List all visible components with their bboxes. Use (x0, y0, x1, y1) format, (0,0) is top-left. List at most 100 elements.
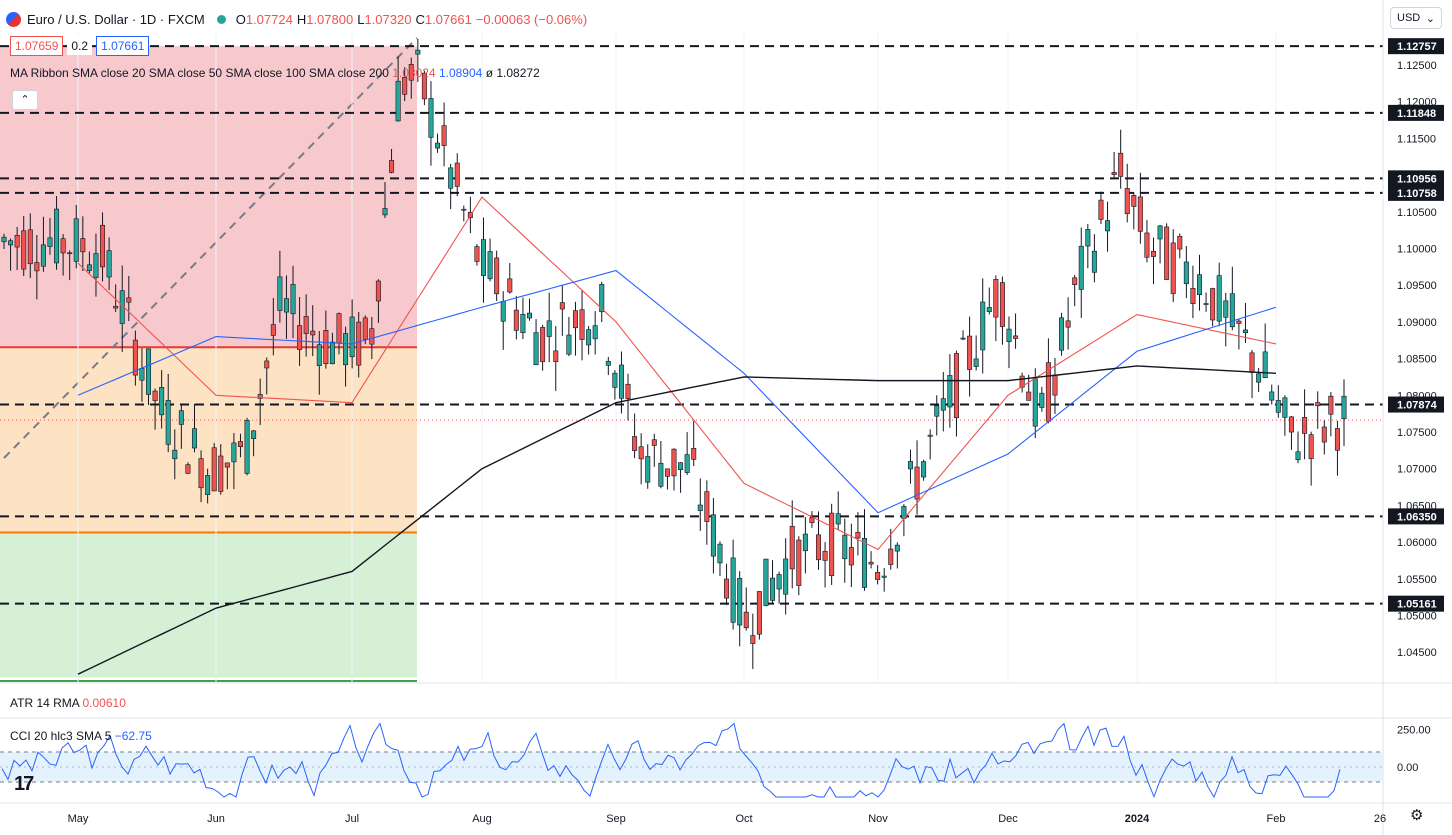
time-axis-label: Sep (606, 813, 626, 825)
candle-body (303, 316, 309, 334)
candle-body (270, 324, 276, 336)
candle-body (684, 454, 690, 473)
candle-body (907, 461, 913, 470)
time-axis-label: 2024 (1125, 813, 1150, 825)
chart-header: Euro / U.S. Dollar · 1D · FXCM O1.07724 … (6, 9, 591, 29)
atr-label: ATR 14 RMA (10, 696, 80, 710)
candle-body (750, 635, 756, 644)
candle-body (441, 125, 447, 146)
candle-body (1098, 199, 1104, 220)
fib-zone-lower (0, 532, 417, 678)
candle-body (1124, 188, 1130, 215)
candle-body (934, 405, 940, 417)
collapse-legend-button[interactable]: ⌃ (12, 90, 38, 110)
candle-body (1242, 329, 1248, 334)
candle-body (980, 301, 986, 351)
ma-ribbon-legend[interactable]: MA Ribbon SMA close 20 SMA close 50 SMA … (10, 66, 540, 80)
candle-body (389, 160, 395, 173)
candle-body (697, 504, 703, 511)
candle-body (796, 539, 802, 586)
candle-body (152, 390, 158, 401)
candle-body (776, 574, 782, 590)
candle-body (1144, 232, 1150, 258)
candle-body (277, 276, 283, 311)
level-label: 1.07874 (1397, 400, 1438, 412)
candle-body (395, 80, 401, 122)
cci-legend[interactable]: CCI 20 hlc3 SMA 5 −62.75 (10, 729, 152, 743)
spread-value: 0.2 (67, 37, 93, 55)
time-axis-label: Oct (735, 813, 752, 825)
price-tick-label: 1.05000 (1397, 610, 1437, 622)
time-axis-label: Feb (1267, 813, 1286, 825)
level-label: 1.06350 (1397, 511, 1437, 523)
candle-body (421, 72, 427, 100)
time-axis-label: Jun (207, 813, 225, 825)
price-tick-label: 1.04500 (1397, 647, 1437, 659)
candle-body (1059, 317, 1065, 351)
candle-body (1157, 225, 1163, 240)
cci-label: CCI 20 hlc3 SMA 5 (10, 729, 112, 743)
settings-gear-icon[interactable]: ⚙ (1410, 807, 1424, 824)
candle-body (546, 320, 552, 337)
candle-body (264, 360, 270, 369)
candle-body (1013, 335, 1019, 339)
candle-body (1249, 352, 1255, 373)
candle-body (526, 312, 532, 319)
candle-body (1269, 391, 1275, 401)
candle-body (34, 262, 40, 272)
candle-body (336, 313, 342, 344)
candle-body (310, 330, 316, 336)
atr-legend[interactable]: ATR 14 RMA 0.00610 (10, 696, 126, 710)
candle-body (1302, 416, 1308, 434)
level-label-box (1388, 38, 1444, 55)
candle-body (172, 449, 178, 460)
candle-body (1118, 152, 1124, 177)
candle-body (257, 394, 263, 399)
candle-body (638, 446, 644, 460)
candle-body (474, 246, 480, 262)
level-label: 1.12757 (1397, 41, 1437, 53)
candle-body (756, 591, 762, 635)
candle-body (921, 461, 927, 478)
candle-body (566, 334, 572, 355)
order-widget[interactable]: 1.07659 0.2 1.07661 (10, 36, 150, 56)
candle-body (645, 456, 651, 483)
candle-body (1203, 303, 1209, 305)
price-tick-label: 1.11500 (1397, 133, 1436, 145)
candle-body (1072, 277, 1078, 285)
currency-select[interactable]: USD ⌄ (1390, 7, 1442, 29)
candle-body (106, 250, 112, 278)
level-label-box (1388, 104, 1444, 121)
candle-body (1308, 434, 1314, 459)
buy-price[interactable]: 1.07661 (96, 36, 150, 56)
ma-ribbon-value-4: 1.08272 (496, 66, 540, 80)
sell-price[interactable]: 1.07659 (10, 36, 64, 56)
candle-body (1170, 242, 1176, 294)
candle-body (586, 329, 592, 346)
candle-body (283, 298, 289, 313)
candle-body (1229, 293, 1235, 328)
candle-body (1065, 320, 1071, 328)
candle-body (1328, 395, 1334, 415)
candle-body (375, 280, 381, 302)
candle-body (14, 234, 20, 248)
candle-body (1315, 402, 1321, 407)
candle-body (1275, 400, 1281, 413)
ohlc-low: L1.07320 (357, 11, 412, 27)
candle-body (829, 512, 835, 577)
candle-body (297, 325, 303, 350)
candle-body (717, 543, 723, 564)
symbol-title[interactable]: Euro / U.S. Dollar · 1D · FXCM (27, 11, 205, 27)
candle-body (671, 448, 677, 477)
tradingview-logo: 17 (14, 773, 34, 795)
ma-ribbon-value-2: 1.08904 (438, 66, 483, 80)
time-axis-label: Dec (998, 813, 1018, 825)
candle-body (507, 278, 513, 293)
candle-body (1111, 172, 1117, 175)
candle-body (809, 517, 815, 524)
candle-body (1183, 261, 1189, 285)
candle-body (448, 167, 454, 189)
candle-body (487, 251, 493, 280)
market-status-icon (216, 14, 226, 24)
